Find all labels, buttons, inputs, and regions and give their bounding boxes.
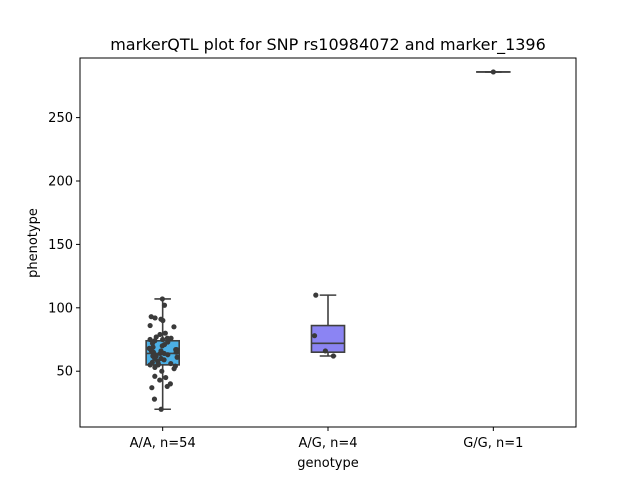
data-point <box>150 349 157 355</box>
plot-area <box>145 69 511 412</box>
box-group <box>310 294 346 357</box>
data-point <box>149 340 156 346</box>
data-point <box>159 343 165 349</box>
x-axis: A/A, n=54 A/G, n=4 G/G, n=1 <box>130 427 523 451</box>
data-point <box>163 374 169 381</box>
data-point <box>168 335 174 341</box>
y-tick-label: 50 <box>56 365 73 380</box>
data-point <box>159 296 165 302</box>
data-point <box>152 373 158 379</box>
data-point <box>165 352 171 358</box>
data-point <box>158 406 164 412</box>
data-point <box>152 364 158 371</box>
data-point <box>160 317 166 324</box>
data-point <box>161 302 168 308</box>
data-point <box>159 368 165 374</box>
data-point <box>171 366 177 372</box>
y-axis: 50 100 150 200 250 <box>48 111 80 380</box>
data-point <box>157 377 163 383</box>
data-point <box>173 349 179 355</box>
iqr-box <box>310 324 346 353</box>
data-point <box>311 333 318 339</box>
data-point <box>162 330 168 336</box>
data-point <box>147 362 153 368</box>
data-point <box>171 324 177 330</box>
data-point <box>168 360 174 367</box>
x-tick-label: G/G, n=1 <box>463 436 523 451</box>
data-point <box>322 348 328 354</box>
y-axis-label: phenotype <box>26 208 41 278</box>
data-point <box>161 357 167 363</box>
data-point <box>164 335 170 341</box>
data-point <box>152 315 158 321</box>
y-tick-label: 200 <box>48 175 73 190</box>
data-point <box>147 322 153 329</box>
x-axis-label: genotype <box>297 456 358 471</box>
data-point <box>330 353 336 359</box>
data-point <box>490 69 496 75</box>
data-point <box>164 383 170 390</box>
y-tick-label: 150 <box>48 238 73 253</box>
data-point <box>157 350 163 357</box>
data-point <box>147 336 153 343</box>
x-tick-label: A/A, n=54 <box>130 436 196 451</box>
y-tick-label: 250 <box>48 111 73 126</box>
x-tick-label: A/G, n=4 <box>298 436 357 451</box>
data-point <box>149 385 155 391</box>
data-point <box>313 292 319 298</box>
plot-frame <box>79 57 577 428</box>
data-point <box>157 331 163 338</box>
y-tick-label: 100 <box>48 301 73 316</box>
data-point <box>160 336 166 343</box>
data-point <box>174 354 180 360</box>
chart-title: markerQTL plot for SNP rs10984072 and ma… <box>110 35 546 55</box>
data-point <box>151 396 158 402</box>
